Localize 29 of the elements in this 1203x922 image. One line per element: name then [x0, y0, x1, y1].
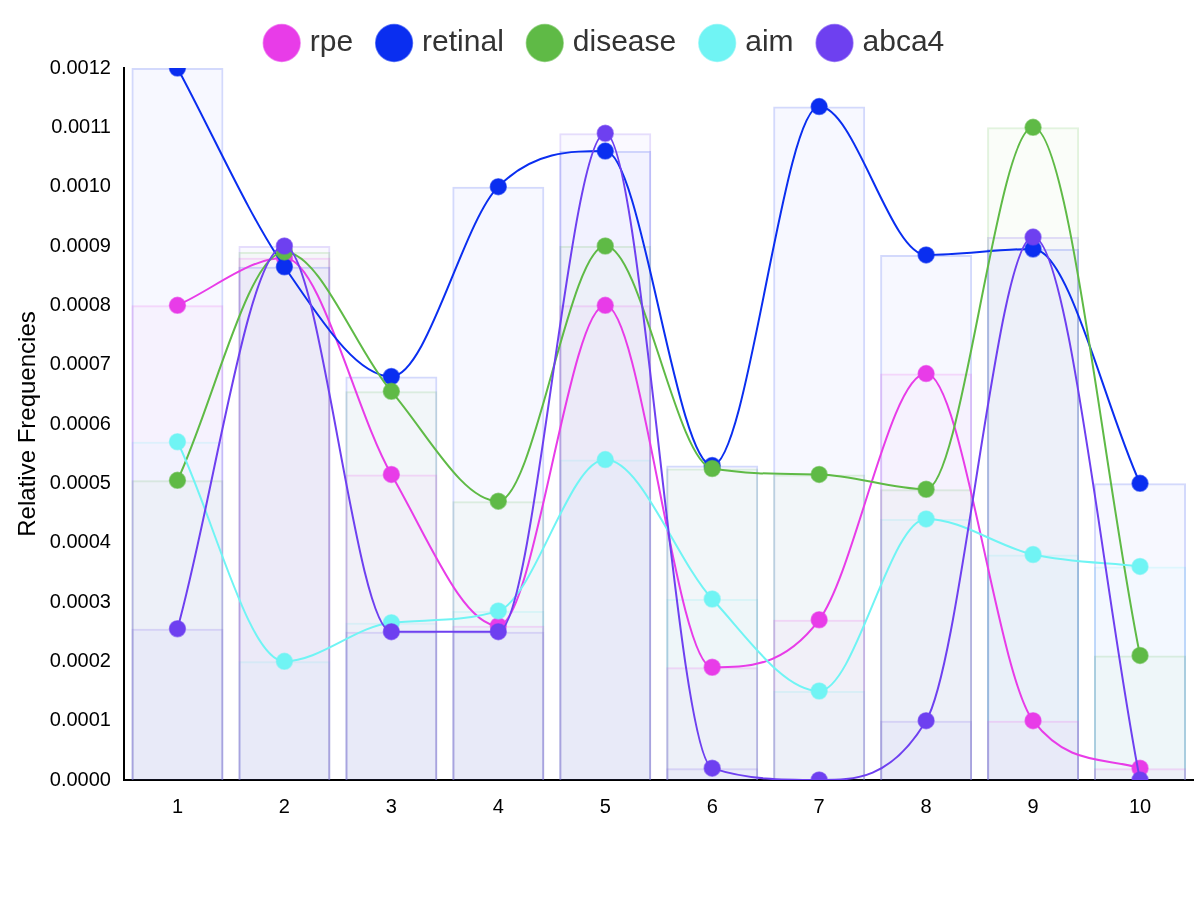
y-tick-label: 0.0002: [49, 648, 111, 671]
y-tick-label: 0.0006: [49, 411, 111, 434]
x-tick-label: 10: [1128, 794, 1152, 817]
y-tick-label: 0.0001: [49, 708, 111, 731]
y-tick-label: 0.0011: [51, 114, 111, 137]
x-tick-label: 3: [385, 794, 397, 817]
y-tick-label: 0.0012: [49, 55, 111, 78]
y-tick-label: 0.0010: [49, 174, 111, 197]
y-tick-label: 0.0005: [49, 470, 111, 493]
y-tick-label: 0.0004: [49, 530, 111, 553]
y-tick-label: 0.0008: [49, 292, 111, 315]
x-tick-label: 8: [920, 794, 932, 817]
y-tick-label: 0.0007: [49, 352, 111, 375]
y-tick-label: 0.0009: [49, 233, 111, 256]
legend-label: disease: [572, 24, 677, 58]
legend-label: rpe: [309, 24, 354, 58]
legend-label: retinal: [422, 24, 504, 58]
y-axis-title: Relative Frequencies: [13, 311, 41, 537]
x-tick-label: 4: [492, 794, 504, 817]
x-tick-label: 9: [1027, 794, 1039, 817]
x-tick-label: 5: [599, 794, 611, 817]
legend-label: abca4: [862, 24, 945, 58]
y-tick-label: 0.0000: [49, 767, 111, 790]
legend-label: aim: [745, 24, 794, 58]
x-tick-label: 7: [813, 794, 825, 817]
y-tick-label: 0.0003: [49, 589, 111, 612]
x-tick-label: 2: [278, 794, 290, 817]
x-tick-label: 6: [706, 794, 718, 817]
x-tick-label: 1: [171, 794, 184, 817]
